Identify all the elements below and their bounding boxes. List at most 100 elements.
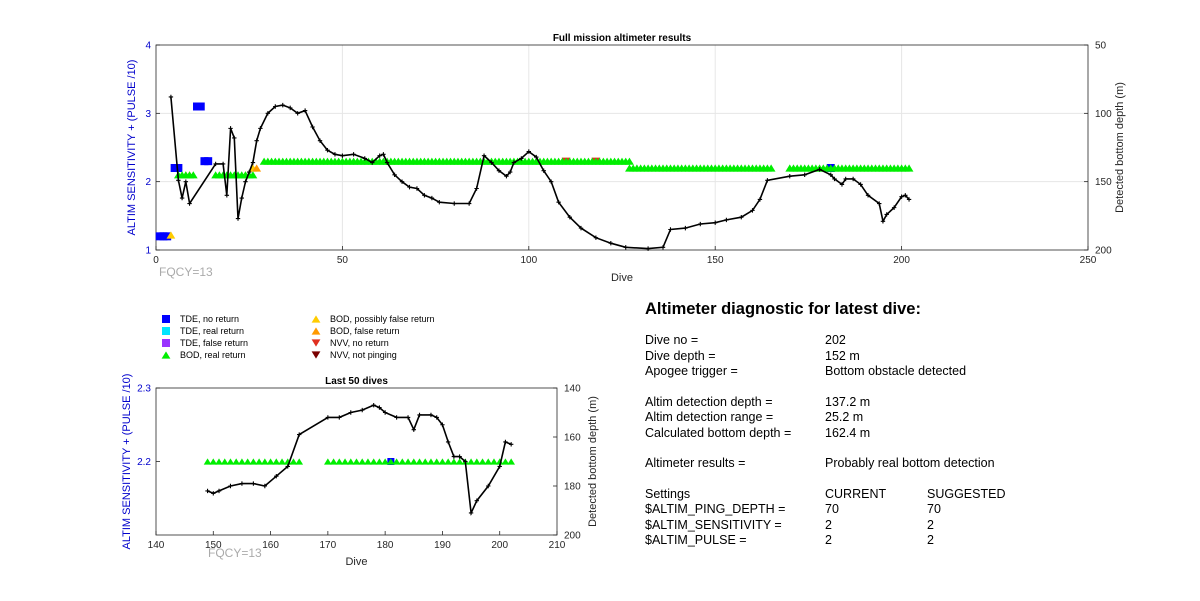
main-x-tick-label: 150 (707, 255, 724, 266)
main-depth-point (224, 193, 230, 198)
main-depth-point (519, 156, 524, 161)
dive-no-label: Dive no = (645, 333, 699, 347)
main-depth-point (578, 225, 584, 231)
current-header: CURRENT (825, 486, 887, 501)
small-depth-line (207, 404, 512, 516)
main-x-tick-label: 100 (520, 255, 537, 266)
small-depth-point (503, 439, 508, 445)
main-depth-point (295, 111, 300, 116)
main-y-tick-label: 4 (145, 41, 151, 52)
sensitivity-label: $ALTIM_SENSITIVITY = (645, 517, 782, 532)
small-bod-real-return-point (255, 458, 263, 465)
main-depth-point (437, 199, 442, 205)
small-bod-real-return-point (209, 458, 218, 465)
main-depth-point (239, 195, 244, 201)
small-depth-point (405, 415, 411, 420)
small-depth-point (239, 481, 245, 486)
small-depth-point (457, 454, 462, 459)
legend-item: NVV, not pinging (310, 350, 397, 360)
main-depth-point (567, 215, 573, 220)
main-depth-point (176, 178, 181, 183)
main-y2-tick-label: 200 (1095, 246, 1112, 257)
small-depth-point (325, 415, 331, 420)
small-x-tick-label: 190 (434, 540, 451, 551)
main-depth-point (787, 174, 792, 179)
main-depth-point (377, 153, 382, 158)
main-depth-point (843, 176, 848, 182)
small-bod-real-return-point (432, 458, 441, 465)
main-depth-point (865, 193, 871, 198)
small-title: Last 50 dives (325, 376, 388, 387)
small-bod-real-return-point (478, 458, 487, 465)
calculated-bottom-depth-row: Calculated bottom depth = 162.4 m (645, 426, 1165, 442)
altim-detection-range-label: Altim detection range = (645, 410, 774, 424)
small-bod-real-return-point (444, 458, 453, 465)
small-bod-real-return-point (427, 458, 435, 465)
dive-depth-label: Dive depth = (645, 348, 716, 363)
small-depth-point (474, 498, 479, 503)
altim-detection-range-row: Altim detection range = 25.2 m (645, 410, 1165, 426)
main-depth-point (317, 138, 323, 143)
small-bod-real-return-point (272, 458, 281, 465)
main-depth-point (273, 104, 278, 109)
ping-depth-current: 70 (825, 502, 839, 516)
main-y-tick-label: 1 (145, 246, 151, 257)
legend-label: TDE, false return (180, 338, 249, 348)
small-tde-no-return-point (387, 458, 395, 465)
dive-depth-row: Dive depth = 152 m (645, 349, 1165, 365)
sensitivity-row: $ALTIM_SENSITIVITY = 2 2 (645, 518, 1165, 534)
small-y2-tick-label: 200 (564, 531, 581, 542)
main-depth-point (422, 193, 427, 198)
main-depth-point (258, 126, 263, 131)
main-depth-point (757, 197, 763, 202)
small-bod-real-return-point (472, 458, 481, 465)
main-depth-point (645, 246, 651, 251)
main-depth-point (351, 152, 356, 157)
main-bod-real-return-point (904, 164, 914, 172)
main-depth-point (906, 197, 912, 202)
small-depth-point (377, 405, 382, 410)
main-depth-point (839, 182, 845, 187)
small-depth-point (371, 402, 376, 408)
small-bod-real-return-point (490, 458, 498, 465)
diagnostic-panel: Altimeter diagnostic for latest dive: Di… (645, 300, 1165, 549)
legend-marker (311, 327, 321, 335)
main-y2label: Detected bottom depth (m) (1114, 82, 1126, 213)
legend-label: NVV, no return (330, 338, 389, 348)
apogee-trigger-label: Apogee trigger = (645, 364, 738, 378)
main-depth-point (504, 174, 509, 179)
main-depth-point (593, 235, 599, 240)
legend-swatch-triangle-down-icon (311, 339, 321, 347)
main-y2-tick-label: 150 (1095, 177, 1112, 188)
small-bod-real-return-point (507, 458, 516, 465)
small-bod-real-return-point (392, 458, 401, 465)
small-bod-real-return-point (220, 458, 229, 465)
small-depth-point (428, 412, 434, 418)
main-depth-point (802, 172, 807, 178)
main-depth-point (243, 179, 248, 184)
main-depth-point (750, 208, 755, 213)
small-x-tick-label: 160 (262, 540, 279, 551)
sensitivity-current: 2 (825, 517, 832, 532)
apogee-trigger-value: Bottom obstacle detected (825, 364, 967, 378)
main-depth-point (507, 169, 513, 175)
main-depth-point (325, 148, 330, 153)
main-depth-point (254, 138, 259, 143)
main-y-tick-label: 3 (145, 109, 151, 120)
small-x-tick-label: 200 (491, 540, 508, 551)
small-depth-point (360, 407, 365, 413)
main-frequency-annotation: FQCY=13 (159, 265, 213, 279)
legend-swatch-triangle-up-icon (311, 315, 321, 323)
small-bod-real-return-point (358, 458, 367, 465)
small-depth-point (451, 454, 457, 459)
main-y-tick-label: 2 (145, 177, 151, 188)
legend-swatch-square-icon (162, 315, 170, 323)
main-depth-point (228, 126, 233, 131)
small-bod-real-return-point (467, 458, 475, 465)
small-bod-real-return-point (346, 458, 355, 465)
legend-swatch-triangle-down-icon (311, 351, 321, 359)
ping-depth-row: $ALTIM_PING_DEPTH = 70 70 (645, 502, 1165, 518)
small-depth-point (417, 412, 422, 418)
diagnostic-title: Altimeter diagnostic for latest dive: (645, 300, 921, 318)
legend-swatch-triangle-up-icon (161, 351, 171, 359)
